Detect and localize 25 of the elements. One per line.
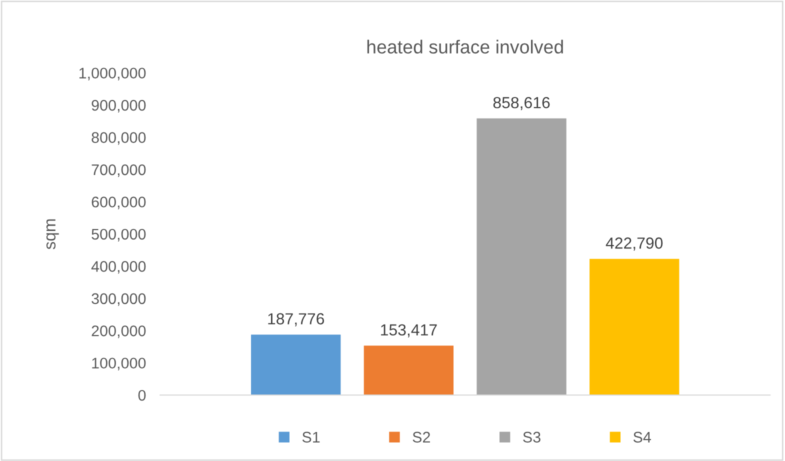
- bar: [590, 258, 680, 396]
- data-label: 422,790: [606, 237, 663, 251]
- bar: [364, 346, 454, 396]
- legend-label: S1: [302, 432, 320, 443]
- y-axis-title: sqm: [46, 219, 59, 250]
- y-tick-label: 600,000: [92, 196, 146, 210]
- y-tick-label: 800,000: [92, 132, 146, 145]
- bar: [251, 334, 341, 396]
- legend-label: S4: [633, 432, 651, 443]
- y-tick-label: 1,000,000: [79, 68, 146, 80]
- data-label: 187,776: [268, 313, 324, 326]
- y-tick-label: 400,000: [91, 261, 146, 274]
- legend-label: S2: [412, 432, 430, 443]
- data-label: 858,616: [493, 96, 550, 110]
- data-label: 153,417: [381, 324, 437, 338]
- y-tick-label: 0: [138, 390, 146, 401]
- legend-label: S3: [523, 432, 540, 443]
- y-tick-label: 500,000: [92, 228, 146, 242]
- chart-title: heated surface involved: [367, 40, 563, 54]
- y-tick-label: 200,000: [92, 325, 146, 338]
- y-tick-label: 700,000: [92, 164, 146, 177]
- y-tick-label: 100,000: [92, 358, 146, 370]
- y-tick-label: 300,000: [92, 293, 146, 306]
- bar: [476, 118, 566, 396]
- y-tick-label: 900,000: [92, 100, 146, 113]
